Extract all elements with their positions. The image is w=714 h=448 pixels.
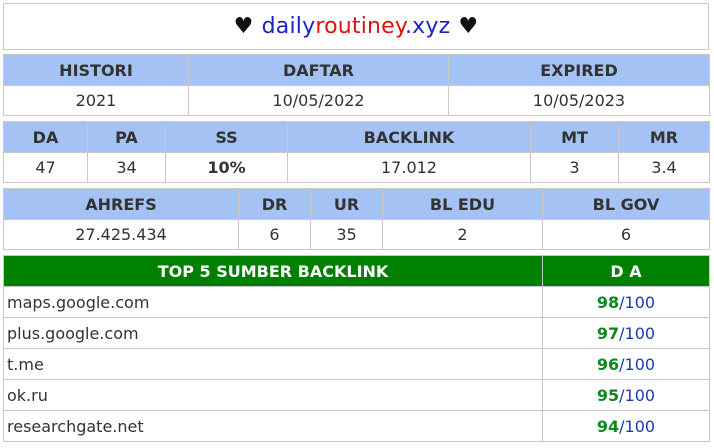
source-da: 94/100 <box>542 410 710 442</box>
source-da-separator: / <box>619 416 625 436</box>
source-da: 98/100 <box>542 286 710 318</box>
source-da-value: 97 <box>596 323 620 343</box>
heart-icon: ♥ <box>458 14 479 39</box>
header-pa: PA <box>87 121 166 153</box>
value-mt: 3 <box>530 152 619 183</box>
header-bl-gov: BL GOV <box>542 188 710 220</box>
value-mr: 3.4 <box>618 152 710 183</box>
source-da-value: 95 <box>596 385 620 405</box>
source-da: 95/100 <box>542 379 710 411</box>
source-da-separator: / <box>619 385 625 405</box>
header-mr: MR <box>618 121 710 153</box>
header-top-sources: TOP 5 SUMBER BACKLINK <box>3 255 543 287</box>
metrics-value-row: 47 34 10% 17.012 3 3.4 <box>3 152 710 183</box>
ahrefs-header-row: AHREFS DR UR BL EDU BL GOV <box>3 188 710 220</box>
domain-part-routiney: routiney <box>315 14 405 39</box>
header-expired: EXPIRED <box>448 54 710 86</box>
domain-part-daily: daily <box>261 14 316 39</box>
sources-header-row: TOP 5 SUMBER BACKLINK D A <box>3 255 710 287</box>
source-da: 97/100 <box>542 317 710 349</box>
source-da-separator: / <box>619 323 625 343</box>
table-row: maps.google.com 98/100 <box>3 286 710 318</box>
value-ur: 35 <box>310 219 383 250</box>
header-ahrefs: AHREFS <box>3 188 239 220</box>
source-da-separator: / <box>619 354 625 374</box>
header-backlink: BACKLINK <box>287 121 531 153</box>
source-site[interactable]: t.me <box>3 348 543 380</box>
source-da-max: 100 <box>624 292 656 312</box>
value-ahrefs: 27.425.434 <box>3 219 239 250</box>
value-pa: 34 <box>87 152 166 183</box>
table-row: ok.ru 95/100 <box>3 379 710 411</box>
header-mt: MT <box>530 121 619 153</box>
backlink-sources-table: TOP 5 SUMBER BACKLINK D A maps.google.co… <box>3 255 710 442</box>
domain-name[interactable]: dailyroutiney.xyz <box>262 14 451 39</box>
table-row: plus.google.com 97/100 <box>3 317 710 349</box>
value-bl-gov: 6 <box>542 219 710 250</box>
value-ss: 10% <box>165 152 288 183</box>
source-site[interactable]: plus.google.com <box>3 317 543 349</box>
source-site[interactable]: maps.google.com <box>3 286 543 318</box>
source-da-max: 100 <box>624 323 656 343</box>
metrics-table: DA PA SS BACKLINK MT MR 47 34 10% 17.012… <box>3 121 710 183</box>
value-expired: 10/05/2023 <box>448 85 710 116</box>
value-histori: 2021 <box>3 85 189 116</box>
value-daftar: 10/05/2022 <box>188 85 449 116</box>
source-da-max: 100 <box>624 385 656 405</box>
value-backlink: 17.012 <box>287 152 531 183</box>
history-value-row: 2021 10/05/2022 10/05/2023 <box>3 85 710 116</box>
source-da-max: 100 <box>624 416 656 436</box>
source-da-value: 96 <box>596 354 620 374</box>
header-daftar: DAFTAR <box>188 54 449 86</box>
source-site[interactable]: ok.ru <box>3 379 543 411</box>
domain-part-tld: .xyz <box>404 14 451 39</box>
source-da: 96/100 <box>542 348 710 380</box>
history-header-row: HISTORI DAFTAR EXPIRED <box>3 54 710 86</box>
table-row: t.me 96/100 <box>3 348 710 380</box>
value-bl-edu: 2 <box>382 219 543 250</box>
heart-icon: ♥ <box>233 14 254 39</box>
header-histori: HISTORI <box>3 54 189 86</box>
header-ur: UR <box>310 188 383 220</box>
metrics-header-row: DA PA SS BACKLINK MT MR <box>3 121 710 153</box>
source-da-separator: / <box>619 292 625 312</box>
header-bl-edu: BL EDU <box>382 188 543 220</box>
source-da-value: 94 <box>596 416 620 436</box>
site-title: ♥ dailyroutiney.xyz ♥ <box>3 3 709 50</box>
ahrefs-value-row: 27.425.434 6 35 2 6 <box>3 219 710 250</box>
table-row: researchgate.net 94/100 <box>3 410 710 442</box>
source-da-max: 100 <box>624 354 656 374</box>
header-da: DA <box>3 121 88 153</box>
header-ss: SS <box>165 121 288 153</box>
history-table: HISTORI DAFTAR EXPIRED 2021 10/05/2022 1… <box>3 54 710 116</box>
header-dr: DR <box>238 188 311 220</box>
source-da-value: 98 <box>596 292 620 312</box>
header-source-da: D A <box>542 255 710 287</box>
value-da: 47 <box>3 152 88 183</box>
ahrefs-table: AHREFS DR UR BL EDU BL GOV 27.425.434 6 … <box>3 188 710 250</box>
value-dr: 6 <box>238 219 311 250</box>
source-site[interactable]: researchgate.net <box>3 410 543 442</box>
